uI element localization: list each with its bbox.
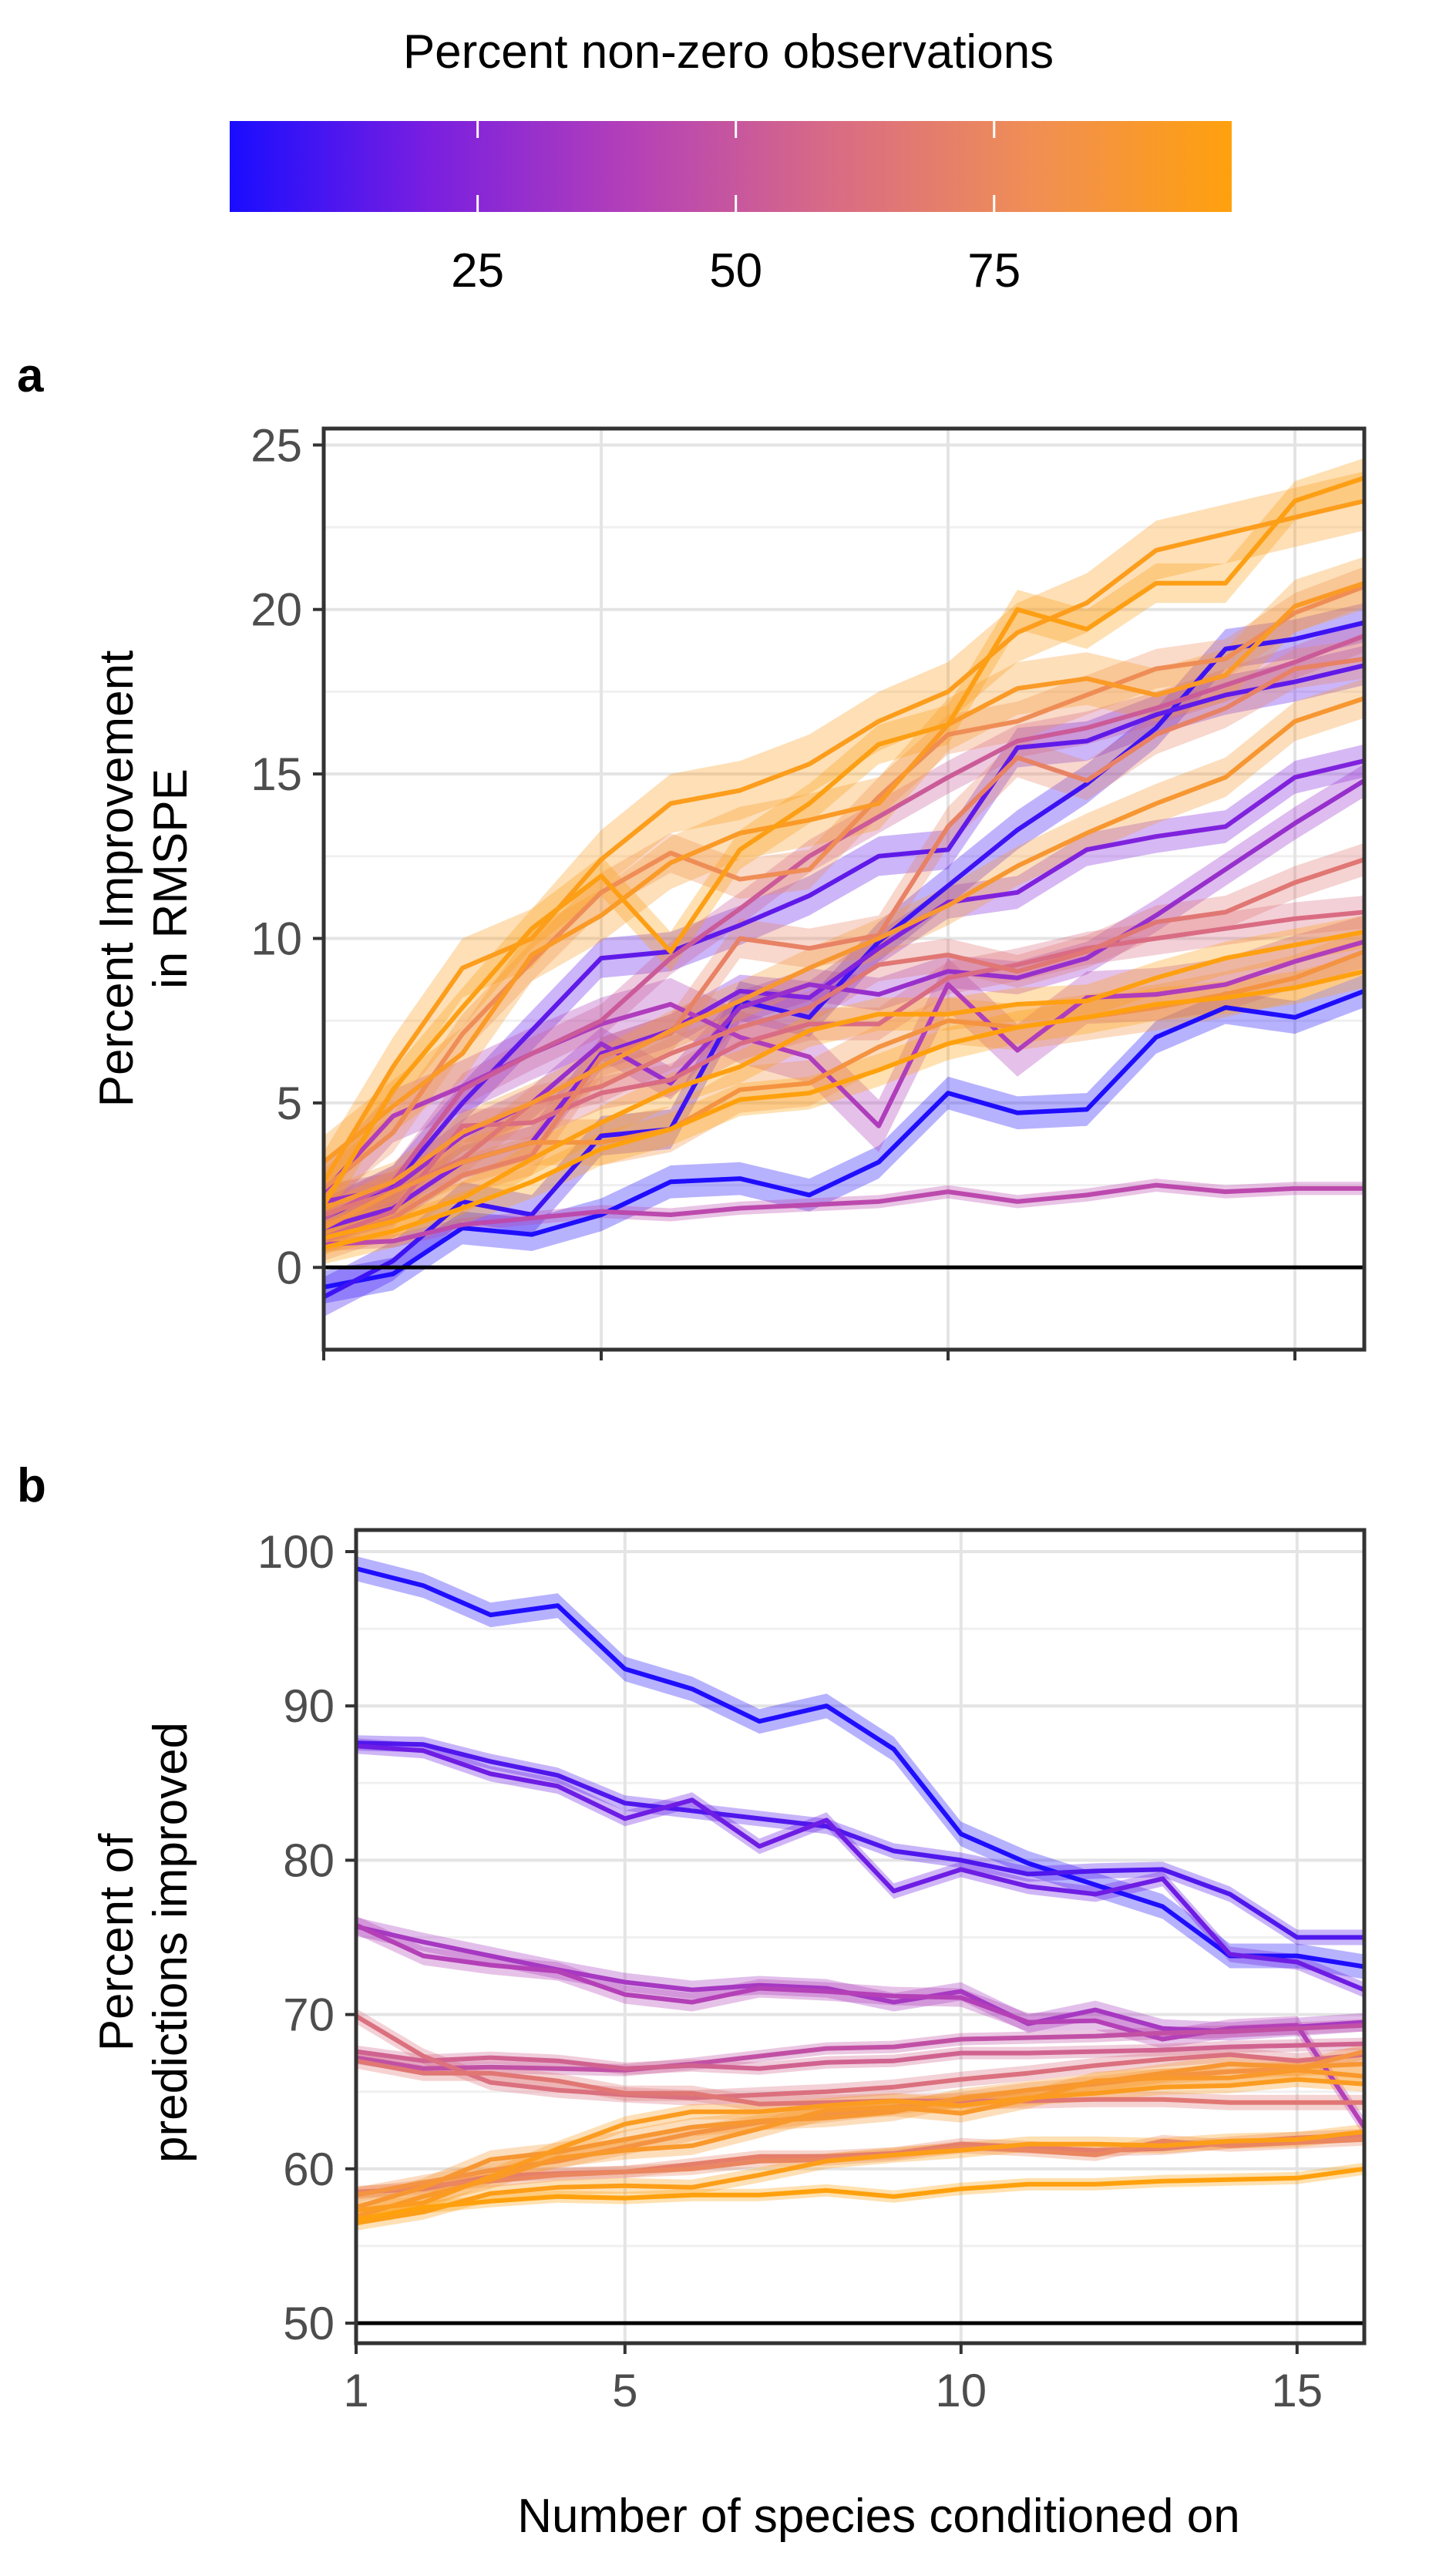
series-line <box>323 857 1365 1217</box>
series-line <box>323 930 1365 1240</box>
color-legend: Percent non-zero observations 25 50 75 <box>230 25 1232 298</box>
confidence-band <box>324 645 1364 1238</box>
panel-b-frame <box>354 1528 1367 2346</box>
confidence-band <box>324 915 1364 1255</box>
series-line <box>355 1744 1366 1992</box>
y-tick-label: 0 <box>277 1242 302 1293</box>
confidence-band <box>356 1917 1364 2041</box>
series-line <box>321 498 1365 1183</box>
legend-tick-label: 75 <box>967 244 1021 298</box>
y-tick-label: 10 <box>251 913 302 965</box>
confidence-band <box>324 639 1364 1261</box>
panel-b-ylabel-line2: predictions improved <box>144 1722 197 2163</box>
series-line <box>322 580 1365 1165</box>
series-line <box>355 2077 1365 2213</box>
confidence-band <box>356 1738 1364 1998</box>
y-tick-label: 60 <box>283 2144 335 2195</box>
y-tick-label: 90 <box>283 1680 335 1732</box>
series-line <box>355 2067 1365 2219</box>
panel-a-ylabel-line2: in RMSPE <box>144 768 197 989</box>
series-line <box>323 969 1365 1250</box>
series-line <box>323 656 1365 1244</box>
panel-b-xlabel: Number of species conditioned on <box>517 2490 1239 2543</box>
x-tick-label: 5 <box>612 2365 637 2416</box>
confidence-band <box>324 896 1364 1255</box>
x-tick-label: 10 <box>935 2365 987 2416</box>
confidence-band <box>356 2008 1364 2106</box>
series-line <box>355 2061 1365 2210</box>
panel-a-frame <box>321 426 1367 1352</box>
series-line <box>355 1740 1364 1940</box>
panel-label-b: b <box>17 1459 46 1512</box>
series-line <box>355 2166 1365 2222</box>
y-tick-label: 50 <box>283 2298 335 2349</box>
panel-a-series-lines <box>321 476 1366 1300</box>
y-tick-label: 15 <box>251 748 302 800</box>
y-tick-label: 70 <box>283 1989 335 2041</box>
confidence-band <box>324 458 1364 1225</box>
y-tick-label: 100 <box>257 1526 335 1578</box>
legend-colorbar <box>230 121 1232 212</box>
confidence-band <box>356 1556 1364 1979</box>
x-tick-label: 1 <box>343 2365 368 2416</box>
legend-tick-label: 50 <box>709 244 762 298</box>
panel-label-a: a <box>17 349 44 402</box>
confidence-band <box>324 842 1364 1232</box>
series-line <box>355 2023 1365 2073</box>
series-line <box>355 2041 1365 2071</box>
series-line <box>321 476 1365 1206</box>
confidence-band <box>324 619 1364 1235</box>
legend-tick-label: 25 <box>451 244 504 298</box>
legend-title: Percent non-zero observations <box>403 25 1054 79</box>
series-line <box>323 1182 1364 1247</box>
panel-a-ylabel-line1: Percent Improvement <box>90 651 143 1108</box>
series-line <box>323 988 1366 1290</box>
confidence-band <box>324 557 1364 1189</box>
panel-b-series-lines <box>355 1566 1367 2225</box>
series-line <box>355 1566 1365 1969</box>
y-tick-label: 20 <box>251 584 302 636</box>
series-line <box>355 2129 1365 2225</box>
panel-a-plot: 0 5 10 15 20 25 Percent Improvement in RMSPE <box>90 419 1367 1360</box>
series-line <box>355 2014 1365 2100</box>
series-line <box>322 663 1365 1221</box>
confidence-band <box>324 928 1364 1251</box>
y-tick-label: 80 <box>283 1834 335 1886</box>
series-line <box>322 696 1365 1211</box>
confidence-band <box>324 1179 1364 1251</box>
y-tick-label: 25 <box>251 419 302 471</box>
series-line <box>322 584 1366 1191</box>
series-line <box>322 620 1365 1300</box>
panel-b-ylabel-line1: Percent of <box>90 1833 143 2051</box>
confidence-band <box>324 567 1364 1209</box>
y-tick-label: 5 <box>277 1078 302 1129</box>
x-tick-label: 15 <box>1271 2365 1323 2416</box>
legend-ticks: 25 50 75 <box>451 121 1021 298</box>
confidence-band <box>356 2053 1364 2112</box>
confidence-band <box>324 603 1364 1317</box>
panel-a-axes: 0 5 10 15 20 25 <box>251 419 1296 1360</box>
confidence-band <box>356 2060 1364 2226</box>
